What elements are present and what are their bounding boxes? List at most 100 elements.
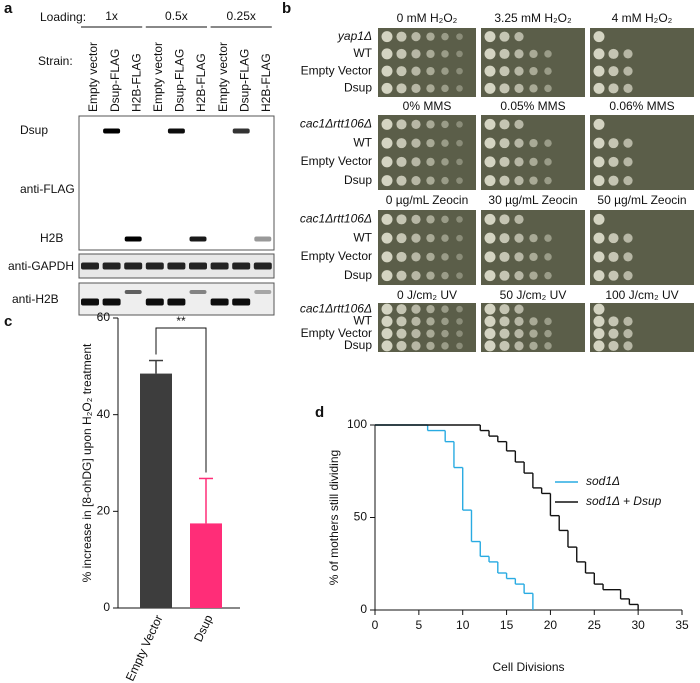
spot (593, 156, 605, 168)
band (102, 262, 121, 270)
strain-label: Empty Vector (301, 249, 372, 263)
spot (396, 119, 407, 130)
band-label: H2B (40, 231, 63, 245)
condition-label: 0.06% MMS (609, 99, 674, 113)
band (189, 236, 207, 242)
spot (396, 251, 407, 262)
spot (608, 233, 619, 244)
spot (499, 138, 510, 149)
strain-label: Dsup (344, 338, 372, 352)
spot (396, 31, 407, 42)
spot (514, 157, 524, 167)
spot (499, 340, 510, 351)
spot (593, 340, 605, 352)
spot (623, 49, 633, 59)
spot (456, 50, 463, 58)
spot (499, 233, 510, 244)
spot (499, 328, 510, 339)
band (145, 262, 164, 270)
spot (499, 48, 510, 59)
spot (623, 157, 633, 167)
band (124, 262, 143, 270)
spot (623, 83, 633, 93)
spot (381, 232, 393, 244)
spot (499, 214, 510, 225)
blot (78, 115, 275, 251)
band (81, 262, 99, 270)
band (103, 128, 121, 134)
spot (411, 66, 421, 76)
strain-label: WT (353, 46, 372, 60)
x-tick-label: 10 (456, 618, 470, 632)
spot (514, 49, 524, 59)
spot (608, 156, 619, 167)
y-axis-label: % of mothers still dividing (327, 450, 341, 585)
spot (456, 177, 463, 184)
strain-label: WT (353, 314, 372, 328)
spot (499, 31, 510, 42)
spot (544, 67, 552, 75)
spot (623, 341, 633, 351)
spot (593, 251, 605, 263)
condition-label: 3.25 mM H₂O₂ (494, 11, 572, 25)
spot (514, 32, 524, 42)
panel-label: b (282, 0, 291, 17)
spot (456, 216, 463, 223)
spot (544, 234, 552, 242)
spot (381, 340, 393, 352)
spot (426, 252, 435, 262)
spot (456, 121, 463, 128)
spot (381, 137, 393, 149)
condition-label: 50 µg/mL Zeocin (597, 193, 686, 207)
spot (411, 119, 421, 129)
spot (514, 329, 524, 339)
band (167, 298, 186, 306)
spot (484, 328, 496, 340)
strain-label: Empty Vector (301, 63, 372, 77)
strain-label: WT (353, 135, 372, 149)
spot (411, 233, 421, 243)
spot (608, 48, 619, 59)
spot (529, 49, 538, 59)
spot (381, 175, 393, 187)
spot (529, 84, 538, 93)
strain-label: cac1Δrtt106Δ (300, 301, 372, 315)
spot (484, 118, 496, 130)
spot (456, 253, 463, 261)
spot (441, 50, 449, 58)
x-tick-label: 5 (416, 618, 423, 632)
spot (396, 214, 407, 225)
plate (590, 303, 694, 352)
spot (411, 138, 421, 148)
spot (441, 158, 449, 166)
spot (623, 252, 633, 262)
spot (499, 175, 510, 186)
spot (529, 233, 538, 243)
legend-label: sod1Δ (586, 474, 620, 488)
spot (396, 328, 407, 339)
spot (623, 66, 633, 76)
y-tick-label: 0 (360, 602, 367, 616)
spot (484, 270, 496, 282)
spot (608, 251, 619, 262)
spot (499, 83, 510, 94)
spot (411, 32, 421, 42)
spot (544, 50, 552, 58)
lane-label: H2B-FLAG (259, 53, 273, 112)
loading-amount: 1x (105, 9, 118, 23)
spot (441, 342, 449, 350)
spot (529, 138, 538, 148)
spot (456, 330, 463, 337)
band (124, 290, 142, 294)
spot (608, 83, 619, 94)
x-tick-label: 15 (500, 618, 514, 632)
plate (378, 210, 476, 285)
condition-label: 0 J/cm₂ UV (397, 288, 457, 302)
spot (499, 316, 510, 327)
spot (396, 66, 407, 77)
spot (411, 316, 421, 326)
spot (593, 232, 605, 244)
spot (484, 48, 496, 60)
spot (499, 251, 510, 262)
